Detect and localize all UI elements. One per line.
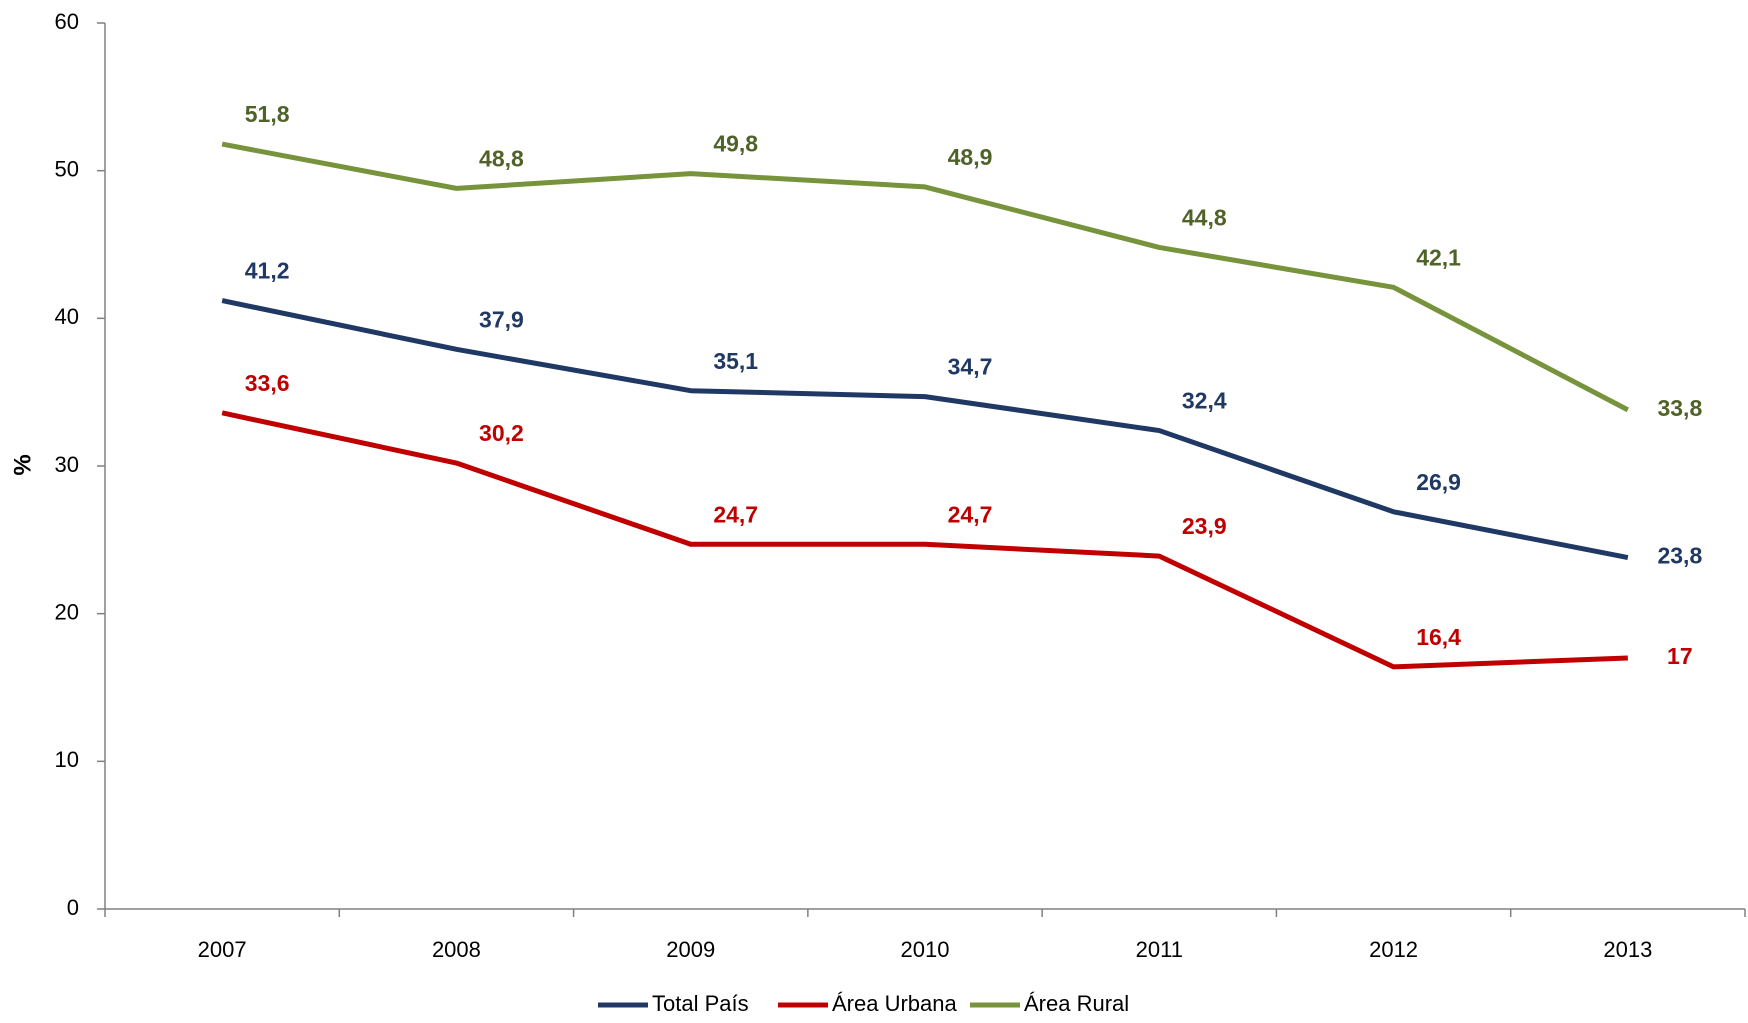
x-tick-label: 2012 <box>1369 937 1418 962</box>
data-label: 44,8 <box>1182 205 1227 231</box>
y-tick-label: 20 <box>55 599 79 624</box>
x-tick-label: 2008 <box>432 937 481 962</box>
x-tick-label: 2007 <box>198 937 247 962</box>
data-label: 30,2 <box>479 420 524 446</box>
x-tick-label: 2010 <box>901 937 950 962</box>
y-tick-label: 0 <box>67 895 79 920</box>
y-axis-title: % <box>9 454 36 475</box>
x-tick-label: 2013 <box>1603 937 1652 962</box>
legend-label: Área Rural <box>1024 991 1129 1016</box>
data-label: 24,7 <box>713 501 758 527</box>
data-label: 33,6 <box>245 370 290 396</box>
data-label: 34,7 <box>948 354 993 380</box>
series-line <box>221 141 1630 413</box>
x-tick-label: 2011 <box>1136 937 1183 962</box>
series-line <box>221 298 1629 561</box>
data-label: 48,8 <box>479 145 524 171</box>
y-tick-label: 40 <box>55 304 79 329</box>
x-tick-label: 2009 <box>666 937 715 962</box>
data-label: 26,9 <box>1416 469 1461 495</box>
data-label: 49,8 <box>713 131 758 157</box>
data-label: 23,8 <box>1657 543 1702 569</box>
data-label: 32,4 <box>1182 388 1227 414</box>
data-label: 16,4 <box>1416 624 1461 650</box>
y-tick-label: 10 <box>55 747 79 772</box>
data-label: 42,1 <box>1416 244 1461 270</box>
data-label: 37,9 <box>479 306 524 332</box>
y-tick-label: 50 <box>55 156 79 181</box>
y-tick-label: 30 <box>55 452 79 477</box>
data-label: 33,8 <box>1657 395 1702 421</box>
legend-label: Área Urbana <box>832 991 958 1016</box>
data-label: 23,9 <box>1182 513 1227 539</box>
data-label: 48,9 <box>948 144 993 170</box>
legend-label: Total País <box>652 991 749 1016</box>
data-label: 41,2 <box>245 258 290 284</box>
series-line <box>221 410 1628 670</box>
data-label: 17 <box>1667 643 1693 669</box>
y-tick-label: 60 <box>55 9 79 34</box>
data-label: 51,8 <box>245 101 290 127</box>
data-label: 35,1 <box>713 348 758 374</box>
data-label: 24,7 <box>948 501 993 527</box>
